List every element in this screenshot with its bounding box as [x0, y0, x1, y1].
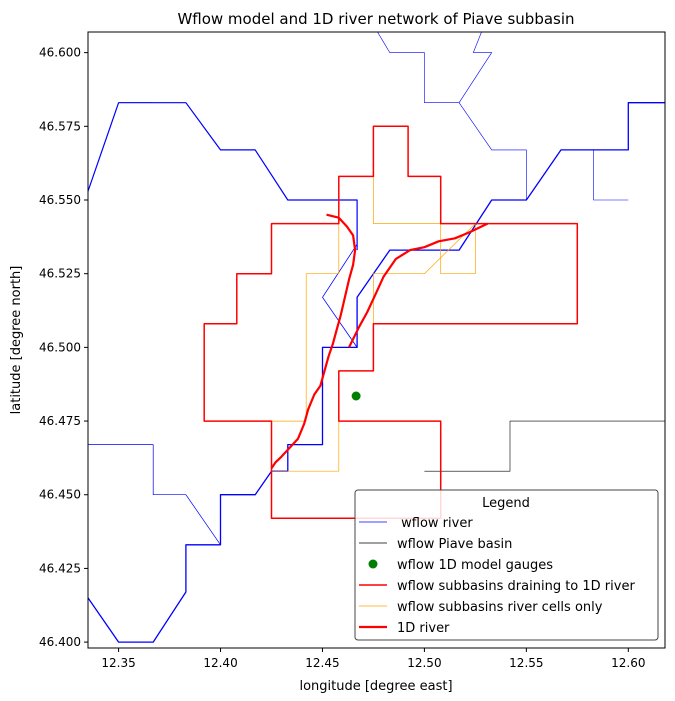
legend-label: 1D river — [397, 621, 450, 636]
legend-label: wflow subbasins draining to 1D river — [397, 579, 635, 594]
x-axis-label: longitude [degree east] — [299, 679, 452, 694]
x-tick-label: 12.35 — [101, 656, 135, 670]
legend-label: wflow subbasins river cells only — [397, 600, 603, 615]
series-line-10 — [203, 125, 579, 520]
series-line-8 — [424, 420, 665, 472]
y-tick-label: 46.550 — [39, 193, 81, 207]
y-tick-label: 46.500 — [39, 340, 81, 354]
plot-frame — [87, 31, 666, 649]
x-tick-label: 12.60 — [611, 656, 645, 670]
legend-entry: wflow subbasins draining to 1D river — [359, 579, 635, 594]
legend-title: Legend — [482, 496, 530, 511]
x-tick-label: 12.40 — [203, 656, 237, 670]
y-axis: 46.400 46.425 46.450 46.475 46.500 46.525 46.5… — [39, 46, 88, 649]
x-tick-label: 12.45 — [305, 656, 339, 670]
series-line-0 — [88, 102, 665, 643]
y-tick-label: 46.400 — [39, 635, 81, 649]
x-axis: 12.35 12.40 12.45 12.50 12.55 12.60 — [101, 648, 645, 670]
series-line-11 — [270, 213, 357, 469]
legend-entry: wflow subbasins river cells only — [359, 600, 603, 615]
legend-entry: wflow Piave basin — [359, 537, 512, 552]
y-tick-label: 46.450 — [39, 488, 81, 502]
series-line-12 — [348, 222, 489, 348]
legend-box — [354, 489, 659, 641]
legend: Legend wflow river wflow Piave basin wflow… — [354, 489, 659, 641]
legend-entry: 1D river — [359, 621, 450, 636]
legend-entry: wflow 1D model gauges — [368, 558, 553, 573]
y-axis-label: latitude [degree north] — [9, 266, 24, 415]
x-tick-label: 12.50 — [407, 656, 441, 670]
series-line-6 — [458, 102, 527, 200]
y-tick-label: 46.475 — [39, 414, 81, 428]
y-tick-label: 46.425 — [39, 561, 81, 575]
y-tick-label: 46.525 — [39, 267, 81, 281]
series-line-1 — [88, 102, 358, 251]
legend-entry: wflow river — [359, 516, 473, 531]
series-line-7 — [593, 149, 629, 201]
x-tick-label: 12.55 — [509, 656, 543, 670]
series-line-5 — [377, 32, 493, 103]
legend-label: wflow Piave basin — [397, 537, 512, 552]
gauge-point-0 — [351, 391, 361, 401]
y-tick-label: 46.575 — [39, 119, 81, 133]
chart-title: Wflow model and 1D river network of Piav… — [177, 10, 574, 28]
series-layer — [88, 32, 665, 643]
legend-marker — [368, 559, 378, 569]
series-line-4 — [322, 243, 358, 348]
legend-label: wflow river — [397, 516, 473, 531]
legend-label: wflow 1D model gauges — [397, 558, 553, 573]
y-tick-label: 46.600 — [39, 46, 81, 60]
series-line-2 — [88, 444, 221, 545]
